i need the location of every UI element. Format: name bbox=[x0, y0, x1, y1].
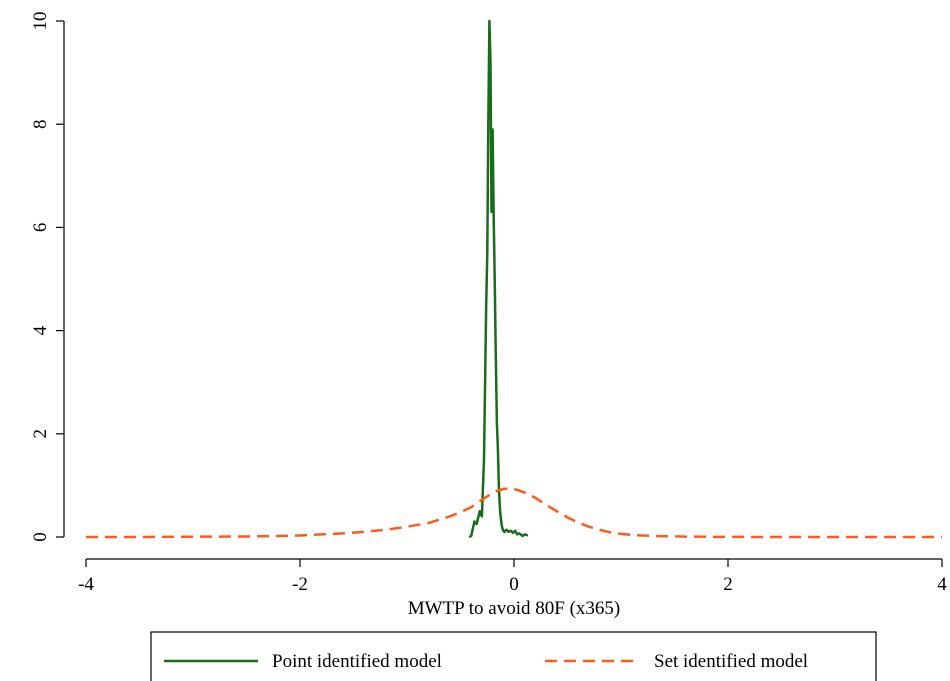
x-axis-ticks: -4 -2 0 2 4 bbox=[78, 559, 947, 595]
series-lines bbox=[86, 19, 942, 539]
x-tick-label: 4 bbox=[937, 574, 947, 595]
legend-box bbox=[150, 631, 877, 681]
y-tick-label: 2 bbox=[30, 429, 51, 439]
y-tick-label: 0 bbox=[30, 532, 51, 542]
y-tick-label: 4 bbox=[30, 325, 51, 335]
x-tick-label: -4 bbox=[78, 574, 94, 595]
legend: Point identified model Set identified mo… bbox=[150, 631, 877, 681]
x-tick-label: 2 bbox=[723, 574, 733, 595]
y-axis-ticks: 0 2 4 6 8 10 bbox=[30, 12, 64, 542]
y-tick-label: 8 bbox=[30, 119, 51, 129]
legend-label-set-identified: Set identified model bbox=[654, 651, 808, 672]
y-tick-label: 10 bbox=[30, 12, 51, 31]
x-tick-label: -2 bbox=[292, 574, 308, 595]
series-line-point-identified bbox=[468, 19, 529, 539]
y-tick-label: 6 bbox=[30, 223, 51, 233]
plot-area: 0 2 4 6 8 10 -4 -2 0 2 4 bbox=[30, 12, 947, 596]
legend-label-point-identified: Point identified model bbox=[272, 651, 442, 672]
x-axis-title: MWTP to avoid 80F (x365) bbox=[408, 598, 621, 619]
series-line-set-identified bbox=[86, 487, 942, 539]
x-tick-label: 0 bbox=[509, 574, 519, 595]
